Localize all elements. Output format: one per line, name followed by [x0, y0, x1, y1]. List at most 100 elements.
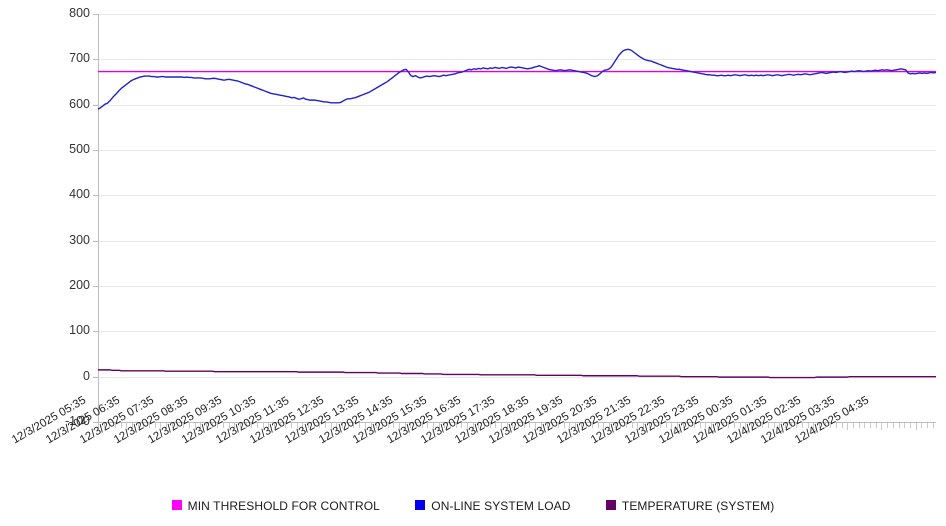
x-axis-tick — [921, 423, 923, 428]
series-line-temperature — [98, 369, 936, 379]
gridline — [98, 286, 936, 287]
x-axis-tick — [631, 423, 633, 428]
x-axis-tick — [336, 423, 338, 430]
x-axis-tick — [484, 423, 486, 428]
x-axis-tick — [892, 423, 894, 428]
x-axis-tick — [694, 423, 696, 428]
x-axis-tick — [909, 423, 911, 428]
x-axis-tick — [586, 423, 588, 428]
x-axis-tick — [404, 423, 406, 430]
x-axis-tick — [762, 423, 764, 428]
x-axis-tick — [705, 423, 707, 428]
x-axis-tick — [296, 423, 298, 428]
gridline — [98, 59, 936, 61]
x-axis-tick — [268, 423, 270, 430]
x-axis-tick — [614, 423, 616, 428]
x-axis-tick — [205, 423, 207, 428]
series-line-system-load — [97, 48, 937, 110]
x-axis-tick — [580, 423, 582, 428]
x-axis-tick — [171, 423, 173, 428]
x-axis-tick — [926, 423, 928, 428]
x-axis-tick — [773, 423, 775, 428]
x-axis-tick — [353, 423, 355, 428]
x-axis-tick — [387, 423, 389, 428]
y-axis-tick — [93, 331, 98, 333]
legend-item-min-threshold[interactable]: MIN THRESHOLD FOR CONTROL — [171, 498, 380, 514]
y-axis-line — [98, 14, 99, 422]
x-axis-tick — [325, 423, 327, 428]
x-axis-tick — [824, 423, 826, 428]
x-axis-tick — [262, 423, 264, 428]
x-axis-tick — [427, 423, 429, 428]
legend-swatch-system-load — [415, 500, 426, 511]
x-axis-tick — [722, 423, 724, 428]
y-axis-tick — [93, 376, 98, 378]
x-axis-tick — [540, 423, 542, 430]
x-axis-tick — [875, 423, 877, 428]
legend-item-temperature[interactable]: TEMPERATURE (SYSTEM) — [605, 498, 775, 514]
x-axis-tick — [563, 423, 565, 428]
x-axis-tick — [864, 423, 866, 428]
x-axis-tick — [637, 423, 639, 428]
x-axis-tick — [557, 423, 559, 428]
x-axis-tick — [745, 423, 747, 430]
y-axis-tick — [93, 240, 98, 242]
x-axis-tick — [211, 423, 213, 428]
y-axis-tick — [93, 150, 98, 151]
x-axis-tick — [98, 423, 99, 430]
x-axis-tick — [569, 423, 571, 428]
x-axis-tick — [370, 423, 372, 430]
x-axis-tick — [381, 423, 383, 428]
x-axis-tick — [830, 423, 832, 428]
x-axis-tick — [682, 423, 684, 428]
y-axis-tick-label: 100 — [69, 323, 90, 338]
x-axis-tick — [291, 423, 293, 428]
x-axis-tick — [188, 423, 190, 428]
x-axis-tick — [228, 423, 230, 428]
y-axis-tick — [93, 14, 98, 15]
legend-label-min-threshold: MIN THRESHOLD FOR CONTROL — [187, 499, 380, 514]
gridline — [98, 150, 936, 151]
x-axis-tick — [881, 423, 883, 430]
x-axis-tick — [688, 423, 690, 428]
x-axis-tick — [784, 423, 786, 428]
x-axis-tick — [853, 423, 855, 428]
gridline — [98, 331, 936, 333]
x-axis-tick — [183, 423, 185, 428]
y-axis-tick-label: 500 — [69, 142, 90, 156]
gridline — [98, 240, 936, 242]
legend-item-system-load[interactable]: ON-LINE SYSTEM LOAD — [415, 498, 570, 513]
legend-label-temperature: TEMPERATURE (SYSTEM) — [621, 499, 775, 514]
x-axis-tick — [432, 423, 434, 428]
legend-label-system-load: ON-LINE SYSTEM LOAD — [431, 499, 571, 514]
x-axis-tick — [671, 423, 673, 428]
x-axis-tick — [415, 423, 417, 428]
x-axis-tick — [478, 423, 480, 428]
x-axis-tick — [819, 423, 821, 428]
x-axis-line — [98, 422, 936, 423]
x-axis-tick — [109, 423, 111, 428]
x-axis-tick — [620, 423, 622, 428]
legend-swatch-temperature — [605, 500, 616, 511]
x-axis-tick — [552, 423, 554, 428]
x-axis-tick — [455, 423, 457, 428]
x-axis-tick — [546, 423, 548, 428]
x-axis-tick — [217, 423, 219, 428]
x-axis-tick — [756, 423, 758, 428]
x-axis-tick — [847, 423, 849, 430]
x-axis-tick — [904, 423, 906, 428]
x-axis-tick — [166, 423, 168, 430]
x-axis-tick — [126, 423, 128, 428]
x-axis-tick — [410, 423, 412, 428]
x-axis-tick — [523, 423, 525, 428]
x-axis-tick — [251, 423, 253, 428]
y-axis-labels: 800 700 600 500 400 300 200 100 0 -100 — [0, 0, 90, 526]
y-axis-tick-label: 400 — [69, 187, 90, 202]
y-axis-tick-label: 700 — [69, 51, 90, 66]
x-axis-tick — [137, 423, 139, 428]
x-axis-tick — [790, 423, 792, 428]
x-axis-tick — [841, 423, 843, 428]
x-axis-tick — [285, 423, 287, 428]
